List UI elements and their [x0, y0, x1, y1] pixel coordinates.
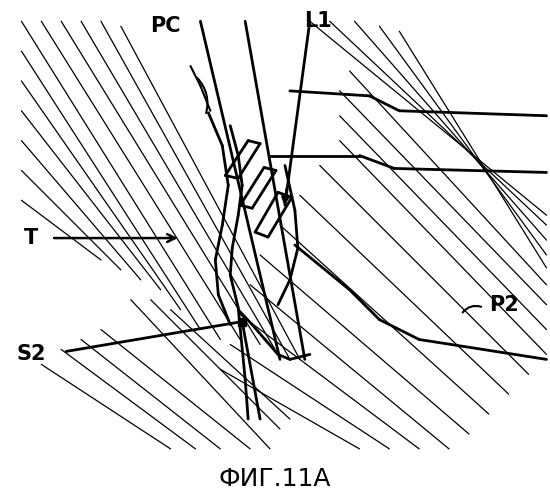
- Text: L1: L1: [304, 12, 332, 32]
- Text: T: T: [24, 228, 38, 248]
- Text: S2: S2: [16, 344, 46, 364]
- Text: ФИГ.11А: ФИГ.11А: [219, 466, 331, 490]
- Text: P2: P2: [489, 294, 519, 314]
- Text: PC: PC: [150, 16, 181, 36]
